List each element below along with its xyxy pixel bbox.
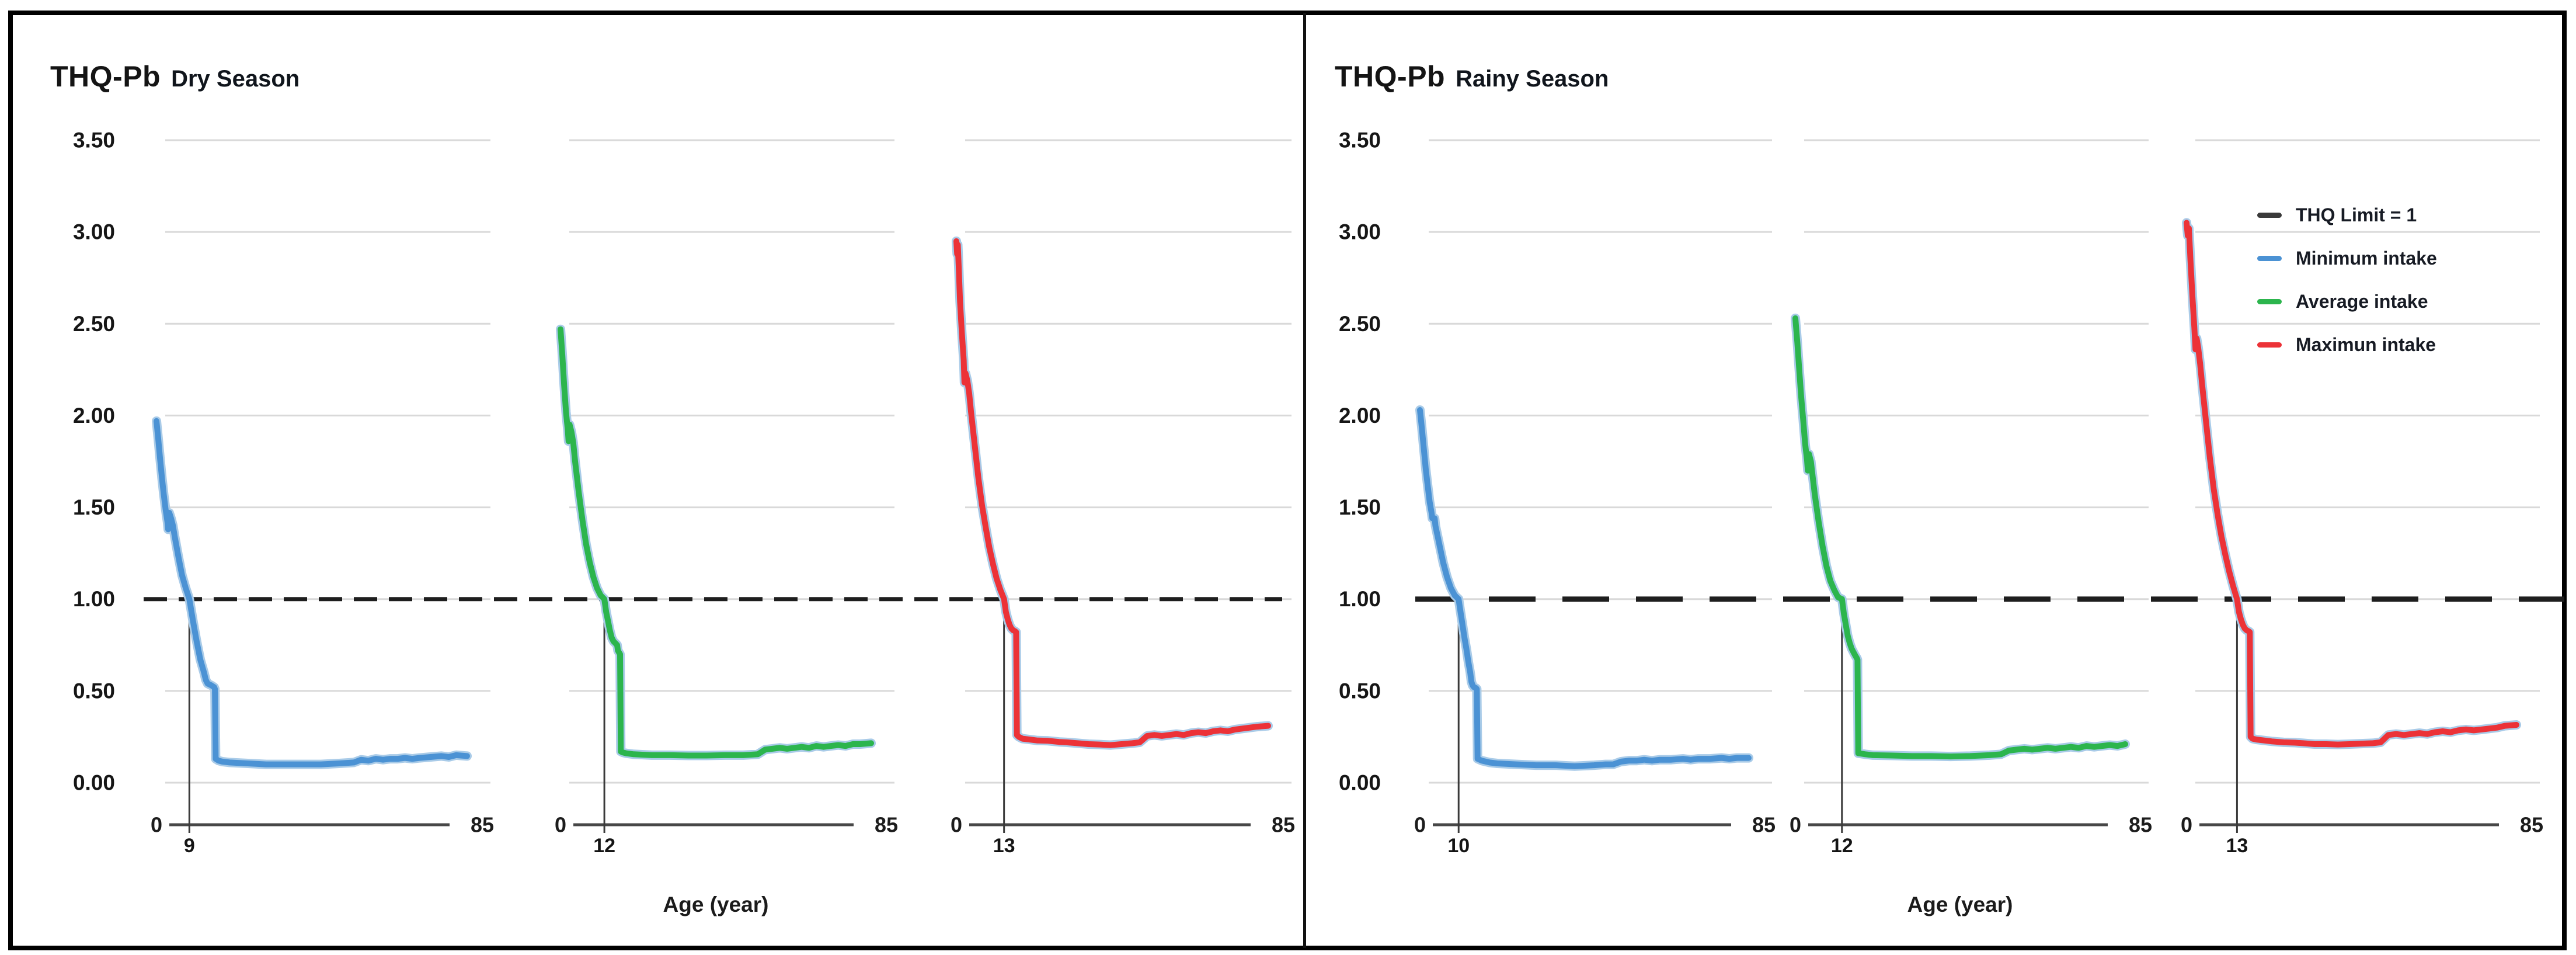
average-intake-subplot: 0 85 12 (1790, 313, 2152, 857)
y-tick-label: 0.00 (73, 771, 115, 795)
y-tick-label: 2.50 (73, 312, 115, 336)
figure-border (8, 11, 2567, 950)
y-tick-label: 0.50 (73, 679, 115, 703)
legend-item-minimum-intake: Minimum intake (2257, 248, 2437, 269)
dry-x-axis-title: Age (year) (663, 893, 769, 916)
y-tick-label: 2.00 (1339, 404, 1381, 428)
x-axis-end-label: 85 (1272, 813, 1295, 837)
maximun-intake-halo (952, 236, 1273, 750)
y-tick-label: 3.00 (1339, 220, 1381, 244)
legend-item-maximun-intake: Maximun intake (2257, 334, 2437, 356)
y-tick-label: 2.00 (73, 404, 115, 428)
legend-item-average-intake: Average intake (2257, 291, 2437, 312)
rainy-title-season: Rainy Season (1456, 66, 1609, 92)
maximun-intake-subplot: 0 85 13 (951, 236, 1295, 857)
x-axis-end-label: 85 (2520, 813, 2543, 837)
y-tick-label: 0.50 (1339, 679, 1381, 703)
average-intake-subplot: 0 85 12 (555, 324, 898, 857)
minimum-intake-subplot: 0 85 10 (1414, 405, 1776, 857)
x-axis-start-label: 0 (2181, 813, 2192, 837)
legend-label: Minimum intake (2296, 248, 2437, 269)
crossing-age-label: 10 (1447, 835, 1470, 857)
x-axis-start-label: 0 (951, 813, 962, 837)
maximun-intake-line-icon (2257, 342, 2282, 348)
crossing-age-label: 13 (2226, 835, 2248, 857)
y-tick-label: 3.00 (73, 220, 115, 244)
average-intake-line (558, 326, 874, 759)
y-tick-label: 2.50 (1339, 312, 1381, 336)
panel-divider (1303, 13, 1306, 948)
minimum-intake-line-icon (2257, 256, 2282, 261)
x-axis-start-label: 0 (555, 813, 566, 837)
average-intake-line (1792, 315, 2128, 760)
rainy-title-prefix: THQ-Pb (1335, 60, 1446, 93)
minimum-intake-halo (152, 416, 472, 769)
y-tick-label: 0.00 (1339, 771, 1381, 795)
minimum-intake-subplot: 0 85 9 (151, 416, 494, 857)
x-axis-end-label: 85 (471, 813, 494, 837)
y-tick-label: 1.50 (73, 495, 115, 519)
y-tick-label: 3.50 (1339, 129, 1381, 152)
legend: THQ Limit = 1 Minimum intake Average int… (2257, 204, 2437, 356)
x-axis-end-label: 85 (1752, 813, 1776, 837)
y-tick-label: 1.50 (1339, 495, 1381, 519)
minimum-intake-line (1417, 407, 1752, 769)
crossing-age-label: 12 (593, 835, 615, 857)
y-tick-label: 1.00 (1339, 587, 1381, 611)
legend-label: Average intake (2296, 291, 2428, 312)
x-axis-end-label: 85 (2129, 813, 2152, 837)
dry-title-season: Dry Season (171, 66, 300, 92)
legend-item-thq-limit: THQ Limit = 1 (2257, 204, 2437, 226)
y-tick-label: 3.50 (73, 129, 115, 152)
dry-title-prefix: THQ-Pb (50, 60, 161, 93)
legend-label: THQ Limit = 1 (2296, 204, 2417, 225)
minimum-intake-line (154, 418, 470, 768)
y-tick-label: 1.00 (73, 587, 115, 611)
minimum-intake-halo (1415, 405, 1753, 771)
maximun-intake-subplot: 0 85 13 (2181, 218, 2543, 857)
x-axis-start-label: 0 (1414, 813, 1426, 837)
thq-limit-dash-icon (2257, 213, 2282, 218)
crossing-age-label: 13 (993, 835, 1015, 857)
rainy-x-axis-title: Age (year) (1907, 893, 2013, 916)
dry-panel-title: THQ-Pb Dry Season (50, 60, 300, 93)
maximun-intake-line (2184, 220, 2519, 748)
crossing-age-label: 9 (184, 835, 195, 857)
rainy-panel-title: THQ-Pb Rainy Season (1335, 60, 1609, 93)
x-axis-end-label: 85 (875, 813, 898, 837)
x-axis-start-label: 0 (151, 813, 162, 837)
crossing-age-label: 12 (1831, 835, 1853, 857)
maximun-intake-line (953, 238, 1271, 748)
x-axis-start-label: 0 (1790, 813, 1801, 837)
average-intake-line-icon (2257, 299, 2282, 304)
rainy-season-chart: 3.50 3.00 2.50 2.00 1.50 1.00 0.50 0.00 0 85 10 0 85… (1339, 129, 2564, 857)
legend-label: Maximun intake (2296, 334, 2436, 355)
